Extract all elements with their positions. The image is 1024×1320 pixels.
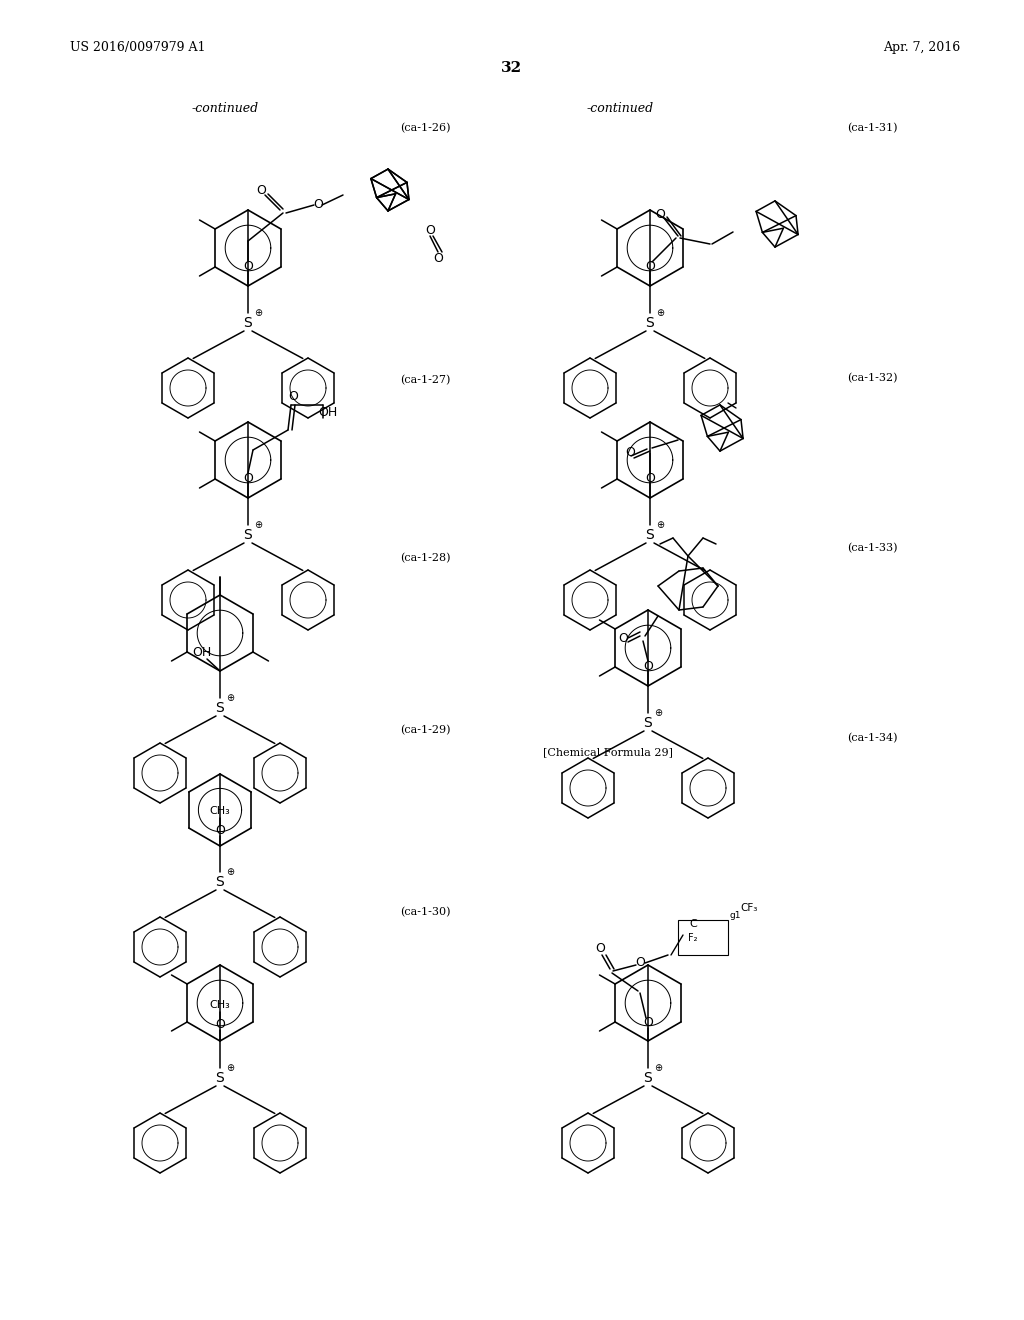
Text: -continued: -continued xyxy=(587,102,653,115)
Text: S: S xyxy=(645,315,654,330)
Text: ⊕: ⊕ xyxy=(226,693,234,704)
Text: O: O xyxy=(643,660,653,672)
Text: C: C xyxy=(689,919,697,929)
Text: ⊕: ⊕ xyxy=(254,520,262,531)
Bar xyxy=(678,920,728,954)
Text: (ca-1-34): (ca-1-34) xyxy=(847,733,897,743)
Text: US 2016/0097979 A1: US 2016/0097979 A1 xyxy=(70,41,206,54)
Text: O: O xyxy=(215,1019,225,1031)
Text: ⊕: ⊕ xyxy=(254,308,262,318)
Text: OH: OH xyxy=(193,647,212,660)
Text: ⊕: ⊕ xyxy=(654,1063,663,1073)
Text: ⊕: ⊕ xyxy=(654,708,663,718)
Text: S: S xyxy=(216,1071,224,1085)
Text: O: O xyxy=(645,260,655,272)
Text: S: S xyxy=(645,528,654,543)
Text: (ca-1-27): (ca-1-27) xyxy=(400,375,451,385)
Text: (ca-1-32): (ca-1-32) xyxy=(847,372,897,383)
Text: S: S xyxy=(244,528,252,543)
Text: F₂: F₂ xyxy=(688,933,697,942)
Text: S: S xyxy=(216,701,224,715)
Text: O: O xyxy=(243,471,253,484)
Text: S: S xyxy=(244,315,252,330)
Text: CH₃: CH₃ xyxy=(210,1001,230,1010)
Text: O: O xyxy=(425,223,435,236)
Text: (ca-1-28): (ca-1-28) xyxy=(400,553,451,564)
Text: (ca-1-29): (ca-1-29) xyxy=(400,725,451,735)
Text: O: O xyxy=(313,198,323,211)
Text: O: O xyxy=(243,260,253,272)
Text: 32: 32 xyxy=(502,61,522,75)
Text: O: O xyxy=(215,825,225,837)
Text: ⊕: ⊕ xyxy=(656,308,664,318)
Text: O: O xyxy=(288,389,298,403)
Text: O: O xyxy=(433,252,443,264)
Text: O: O xyxy=(645,471,655,484)
Text: O: O xyxy=(635,957,645,969)
Text: O: O xyxy=(655,207,665,220)
Text: [Chemical Formula 29]: [Chemical Formula 29] xyxy=(543,747,673,756)
Text: OH: OH xyxy=(318,405,338,418)
Text: CH₃: CH₃ xyxy=(210,807,230,816)
Text: S: S xyxy=(644,1071,652,1085)
Text: (ca-1-26): (ca-1-26) xyxy=(400,123,451,133)
Text: O: O xyxy=(643,1016,653,1030)
Text: O: O xyxy=(256,185,266,198)
Text: (ca-1-33): (ca-1-33) xyxy=(847,543,897,553)
Text: S: S xyxy=(644,715,652,730)
Text: CF₃: CF₃ xyxy=(740,903,758,913)
Text: O: O xyxy=(625,446,635,459)
Text: O: O xyxy=(595,942,605,956)
Text: Apr. 7, 2016: Apr. 7, 2016 xyxy=(883,41,961,54)
Text: O: O xyxy=(618,632,628,645)
Text: g1: g1 xyxy=(730,912,741,920)
Text: ⊕: ⊕ xyxy=(226,1063,234,1073)
Text: S: S xyxy=(216,875,224,888)
Text: (ca-1-31): (ca-1-31) xyxy=(847,123,897,133)
Text: (ca-1-30): (ca-1-30) xyxy=(400,907,451,917)
Text: ⊕: ⊕ xyxy=(656,520,664,531)
Text: -continued: -continued xyxy=(191,102,259,115)
Text: ⊕: ⊕ xyxy=(226,867,234,876)
